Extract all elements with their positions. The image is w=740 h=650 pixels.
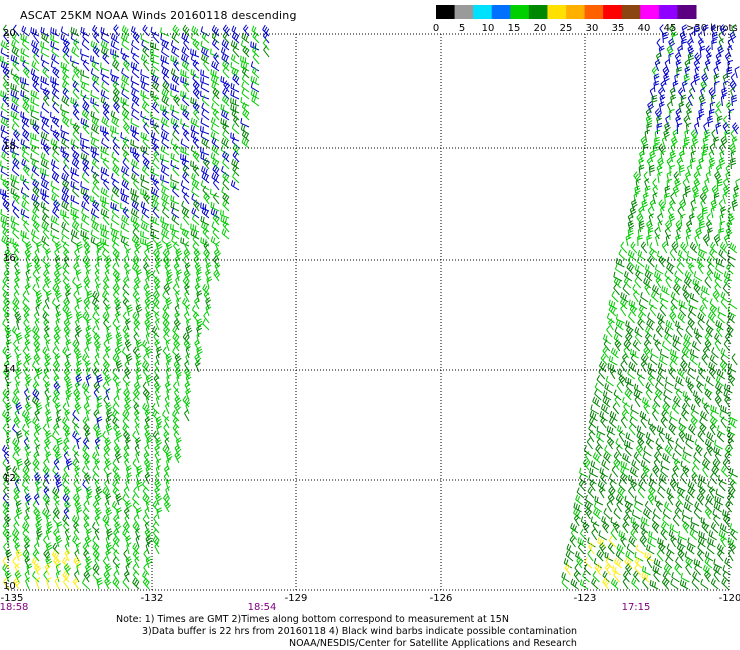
- wind-speed-color-scale: 0 5 10 15 20 25 30 35 40 45 >50 knots: [433, 5, 738, 34]
- lat-tick-label: 12: [3, 473, 16, 484]
- lat-tick-label: 14: [3, 364, 16, 375]
- scale-label: 0: [433, 23, 439, 34]
- scale-swatch: [491, 5, 511, 19]
- lon-tick-label: -135: [1, 593, 24, 604]
- scale-swatch: [473, 5, 493, 19]
- scale-swatch: [547, 5, 567, 19]
- scale-label: 25: [560, 23, 573, 34]
- lon-tick-label: -126: [430, 593, 453, 604]
- wind-map[interactable]: -135 -132 -129 -126 -123 -120 20 18 16 14 12 10 18:5…: [0, 0, 740, 610]
- scale-swatch: [603, 5, 623, 19]
- lat-tick-label: 10: [3, 581, 16, 592]
- scale-label: 15: [508, 23, 521, 34]
- note-line-3: NOAA/NESDIS/Center for Satellite Applica…: [289, 638, 577, 649]
- scale-swatch: [510, 5, 530, 19]
- axis-labels: -135 -132 -129 -126 -123 -120 20 18 16 14 12 10 18:5…: [0, 28, 740, 610]
- scale-label: 10: [482, 23, 495, 34]
- lon-tick-label: -129: [285, 593, 308, 604]
- scale-label: 40: [638, 23, 651, 34]
- scale-swatch: [454, 5, 474, 19]
- scale-swatch: [677, 5, 697, 19]
- lat-tick-label: 20: [3, 28, 16, 39]
- scale-label: 5: [459, 23, 465, 34]
- scale-swatch: [528, 5, 548, 19]
- scale-swatch: [436, 5, 456, 19]
- lon-tick-label: -123: [574, 593, 597, 604]
- lon-tick-label: -132: [141, 593, 164, 604]
- east-swath-barbs: [561, 24, 740, 590]
- west-swath-barbs: [0, 24, 270, 590]
- lat-lon-grid: [7, 33, 730, 591]
- map-title: ASCAT 25KM NOAA Winds 20160118 descendin…: [20, 9, 297, 22]
- pass-time-label: 18:54: [248, 602, 277, 610]
- scale-swatch: [566, 5, 586, 19]
- note-line-1: Note: 1) Times are GMT 2)Times along bot…: [116, 614, 509, 625]
- scale-swatch: [584, 5, 604, 19]
- lon-tick-label: -120: [719, 593, 740, 604]
- scale-swatch: [621, 5, 641, 19]
- pass-time-label: 17:15: [622, 602, 651, 610]
- scale-label: 35: [612, 23, 625, 34]
- lat-tick-label: 16: [3, 253, 16, 264]
- scale-swatch: [658, 5, 678, 19]
- lat-tick-label: 18: [3, 141, 16, 152]
- note-line-2: 3)Data buffer is 22 hrs from 20160118 4)…: [142, 626, 578, 637]
- pass-time-label: 18:58: [0, 602, 28, 610]
- scale-label: 20: [534, 23, 547, 34]
- scale-label: 30: [586, 23, 599, 34]
- scale-swatch: [640, 5, 660, 19]
